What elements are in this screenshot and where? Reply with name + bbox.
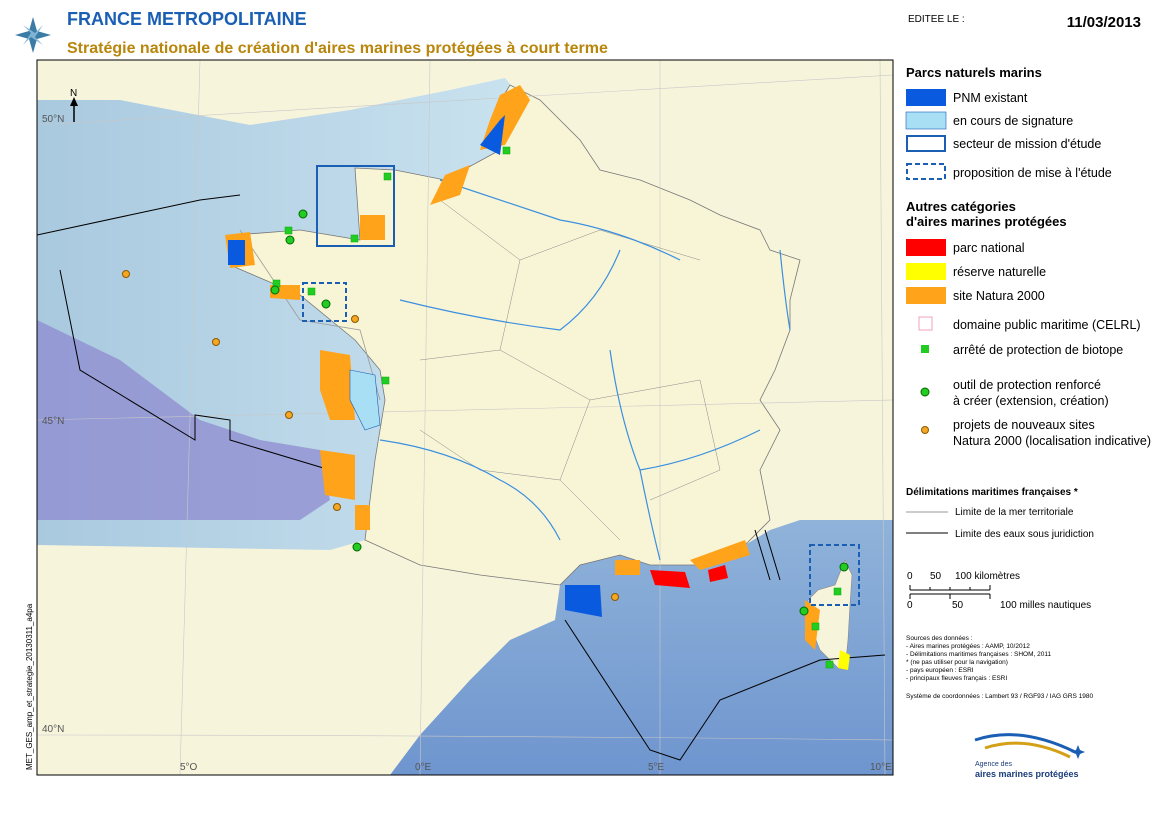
scale-label: 100 kilomètres [955,571,1020,582]
lon-label: 5°O [180,762,198,773]
file-name: MET_GES_amp_et_strategie_20130311_a4pa [25,603,34,770]
scale-label: 50 [952,600,964,611]
rivers [379,179,791,561]
nature-reserve [838,650,850,670]
legend-label: PNM existant [953,91,1028,105]
regions [419,199,721,541]
legend-heading: Autres catégories [906,199,1016,214]
logo-text: Agence des [975,761,1012,768]
legend-swatch [920,387,930,397]
lat-label: 40°N [42,724,64,735]
legend: Parcs naturels marins PNM existant en co… [905,65,1151,540]
legend-swatch [906,135,946,152]
proposed-study [809,544,860,606]
legend-swatch [906,163,946,180]
study-sector [316,165,395,247]
pnm-signature [349,369,381,431]
lon-label: 5°E [648,762,665,773]
subtitle: Stratégie nationale de création d'aires … [67,40,608,57]
source-line: Système de coordonnées : Lambert 93 / RG… [906,693,1094,700]
legend-swatch [918,316,933,331]
legend-label: outil de protection renforcé [953,378,1101,392]
legend-swatch [906,287,946,304]
source-line: Sources des données : [906,635,973,642]
legend-label: Limite de la mer territoriale [955,507,1074,518]
legend-label: site Natura 2000 [953,289,1045,303]
legend-swatch [905,111,947,130]
lat-label: 50°N [42,114,64,125]
lon-label: 0°E [415,762,432,773]
legend-swatch [921,426,929,434]
lat-label: 45°N [42,416,64,427]
sources: Sources des données : - Aires marines pr… [906,635,1094,700]
logo: Agence des aires marines protégées [974,733,1085,779]
legend-swatch [906,239,946,256]
svg-text:N: N [70,88,77,99]
legend-swatch [906,263,946,280]
natura-sites [225,85,820,650]
natura-projects [122,270,619,601]
reinforced-tools [270,209,849,616]
limits [37,194,886,761]
map-border [36,59,894,776]
legend-label: Limite des eaux sous juridiction [955,529,1094,540]
legend-label: parc national [953,241,1025,255]
scale-label: 0 [907,571,913,582]
legend-label: projets de nouveaux sites [953,418,1095,432]
legend-label: arrêté de protection de biotope [953,343,1123,357]
legend-heading: Parcs naturels marins [906,65,1042,80]
legend-label: proposition de mise à l'étude [953,166,1112,180]
pnm-existing [228,240,245,265]
scale-bar: 0 50 100 kilomètres 0 50 100 milles naut… [907,571,1091,611]
map: N 50°N 45°N 40°N 5°O 0°E 5°E 10°E [36,59,894,776]
north-arrow: N [70,88,78,122]
source-line: * (ne pas utiliser pour la navigation) [906,659,1008,666]
scale-label: 100 milles nautiques [1000,600,1091,611]
legend-label: domaine public maritime (CELRL) [953,318,1141,332]
national-park [650,570,690,588]
scale-label: 0 [907,600,913,611]
legend-swatch [906,89,946,106]
legend-label: Natura 2000 (localisation indicative) [953,434,1151,448]
source-line: - Délimitations maritimes françaises : S… [906,651,1051,658]
compass [15,17,51,53]
legend-label: secteur de mission d'étude [953,137,1101,151]
title: FRANCE METROPOLITAINE [67,9,307,29]
legend-heading: d'aires marines protégées [906,214,1067,229]
legend-heading: Délimitations maritimes françaises * [906,487,1078,498]
legend-label: réserve naturelle [953,265,1046,279]
logo-text: aires marines protégées [975,769,1079,779]
legend-label: à créer (extension, création) [953,394,1109,408]
source-line: - Aires marines protégées : AAMP, 10/201… [906,643,1030,650]
date: 11/03/2013 [1067,14,1141,31]
legend-label: en cours de signature [953,114,1073,128]
source-line: - principaux fleuves français : ESRI [906,675,1007,682]
legend-swatch [921,345,929,353]
mediterranean [390,520,893,775]
national-park [708,565,728,582]
edited-label: EDITEE LE : [908,14,965,25]
scale-label: 50 [930,571,942,582]
deep-sea [37,320,330,520]
source-line: - pays européen : ESRI [906,667,974,674]
pnm-existing [565,585,602,617]
pnm-existing [480,115,505,155]
biotope-orders [272,146,842,669]
lon-label: 10°E [870,762,892,773]
